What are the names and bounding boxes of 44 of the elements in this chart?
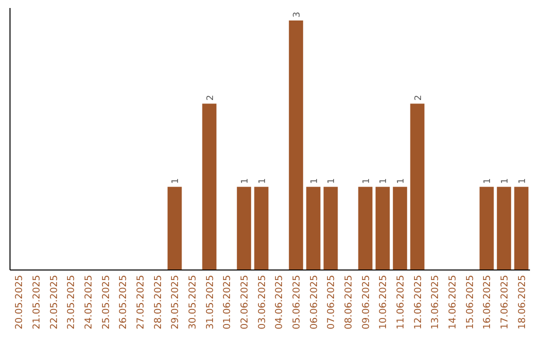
data-label: 1 [396, 178, 406, 184]
x-tick-label: 29.05.2025 [170, 275, 182, 330]
data-label: 1 [518, 178, 528, 184]
x-tick-label: 15.06.2025 [464, 275, 476, 330]
data-label: 2 [414, 94, 424, 101]
x-tick-label: 05.06.2025 [292, 275, 302, 330]
x-tick-label: 09.06.2025 [360, 275, 372, 330]
x-tick-label: 02.06.2025 [240, 275, 250, 330]
x-tick-label: 08.06.2025 [344, 275, 354, 330]
x-tick-label: 20.05.2025 [14, 275, 26, 330]
x-tick-label: 16.06.2025 [482, 275, 494, 330]
data-label: 1 [362, 178, 372, 184]
x-tick-label: 25.05.2025 [100, 275, 112, 330]
x-tick-label: 14.06.2025 [448, 275, 458, 330]
x-tick-label: 22.05.2025 [48, 275, 60, 330]
x-tick-label: 26.05.2025 [118, 275, 130, 330]
x-tick-label: 31.05.2025 [204, 275, 216, 330]
data-label: 1 [258, 178, 268, 184]
x-tick-label: 10.06.2025 [378, 275, 390, 330]
x-tick-label: 24.05.2025 [84, 275, 94, 330]
x-tick-label: 30.05.2025 [188, 275, 198, 330]
x-tick-label: 28.05.2025 [152, 275, 164, 330]
x-tick-label: 03.06.2025 [256, 275, 268, 330]
x-tick-label: 27.05.2025 [136, 275, 146, 330]
x-tick-label: 06.06.2025 [308, 275, 320, 330]
data-label: 1 [240, 178, 250, 184]
data-label: 1 [171, 178, 182, 184]
data-label: 1 [327, 178, 338, 184]
x-tick-label: 17.06.2025 [500, 275, 510, 330]
data-label: 1 [379, 178, 390, 184]
x-tick-label: 21.05.2025 [32, 275, 42, 330]
x-tick-label: 04.06.2025 [274, 275, 286, 330]
x-tick-label: 01.06.2025 [222, 275, 234, 330]
x-tick-label: 23.05.2025 [66, 275, 78, 330]
x-tick-label: 07.06.2025 [326, 275, 338, 330]
data-label: 1 [500, 178, 510, 184]
x-tick-label: 13.06.2025 [430, 275, 442, 330]
data-label: 1 [310, 178, 320, 184]
x-tick-label: 12.06.2025 [412, 275, 424, 330]
data-label: 1 [483, 178, 494, 184]
x-tick-label: 18.06.2025 [516, 275, 528, 330]
data-label: 2 [206, 94, 216, 101]
data-label: 3 [292, 12, 302, 18]
x-tick-label: 11.06.2025 [396, 275, 406, 330]
